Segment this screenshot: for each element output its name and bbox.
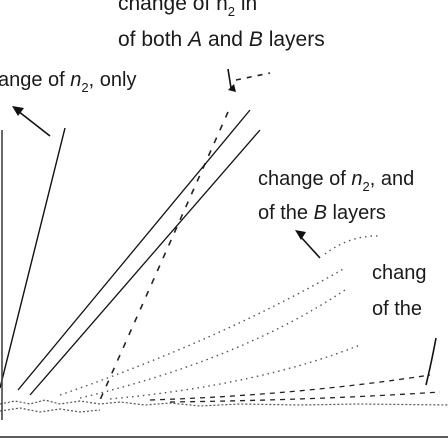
label-right-line-2: of the B layers <box>258 202 386 225</box>
header-line-1-sub: 2 <box>227 4 235 19</box>
header-var-a: A <box>188 28 203 51</box>
header-arrow-1 <box>227 68 232 89</box>
dotted-arc-3 <box>109 344 361 400</box>
label-right-line-2-suffix: layers <box>332 202 386 224</box>
label-right-line-1: change of n2, and <box>258 168 415 194</box>
label-right-var-b: B <box>313 202 327 224</box>
left-arrow-head <box>12 106 24 116</box>
header-line-1-suffix: in <box>240 0 258 15</box>
right-arrow-shaft <box>299 235 321 259</box>
right-solid-curve <box>425 337 437 386</box>
header-line-2: of both A and B layers <box>118 28 325 52</box>
header-line-2-suffix: layers <box>268 28 325 51</box>
right-arrow-head <box>295 230 306 240</box>
solid-curve-a <box>17 109 251 391</box>
label-left-suffix: , only <box>88 69 137 91</box>
header-line-1-prefix: change of n <box>118 0 228 15</box>
header-line-2-prefix: of both <box>118 28 183 51</box>
label-right-line-2-prefix: of the <box>258 202 309 224</box>
header-line-1: change of n2 in <box>118 0 258 19</box>
header-dashed-line <box>235 72 271 81</box>
label-left-var: n <box>70 69 82 91</box>
label-lower-line-1-text: chang <box>372 262 427 284</box>
header-var-b: B <box>248 28 263 51</box>
label-right-suffix: , and <box>369 168 415 190</box>
label-lower-line-2: of the <box>372 298 422 321</box>
label-right-var: n <box>351 168 363 190</box>
label-right-prefix: change of <box>258 168 346 190</box>
label-left: ange of n2, only <box>0 69 137 95</box>
left-arrow-shaft <box>17 110 51 137</box>
label-lower-line-2-text: of the <box>372 298 423 320</box>
label-lower-line-1: chang <box>372 262 427 285</box>
right-dotted-curve <box>324 235 381 255</box>
dashed-arc-5 <box>169 391 441 403</box>
baseline-noise-2 <box>0 407 101 413</box>
dotted-arc-2 <box>79 289 346 399</box>
label-left-sub: 2 <box>81 80 89 95</box>
dashed-diagonal <box>99 111 229 401</box>
label-left-prefix: ange of <box>0 69 65 91</box>
header-line-2-and: and <box>207 28 243 51</box>
label-right-sub: 2 <box>362 179 370 194</box>
header-arrow-1-head <box>228 84 236 92</box>
solid-curve-b <box>29 129 261 396</box>
dashed-arc-4 <box>149 374 431 401</box>
left-solid-line <box>0 127 66 389</box>
